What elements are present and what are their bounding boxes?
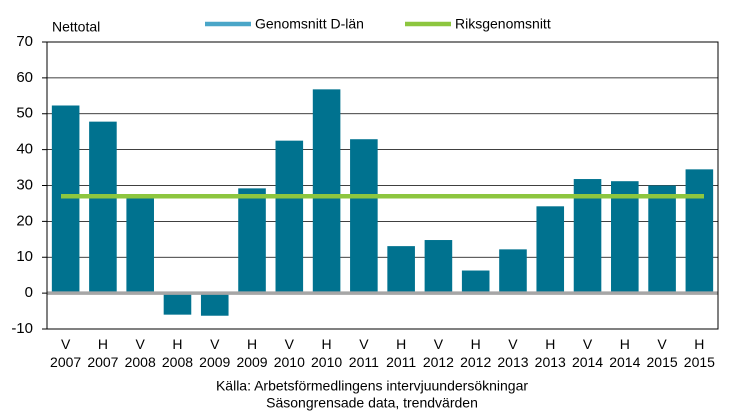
source-note: Källa: Arbetsförmedlingens intervjuunder… — [216, 378, 528, 394]
y-tick-label: 50 — [16, 105, 33, 122]
x-tick-label-line: H — [694, 336, 704, 352]
x-tick-label-line: H — [471, 336, 481, 352]
x-tick-label: V 2011 — [349, 336, 379, 370]
x-tick-label-line: 2010 — [274, 354, 305, 370]
x-tick-label: V 2007 — [50, 336, 81, 370]
y-tick-label: 10 — [16, 248, 33, 265]
bar — [685, 169, 714, 294]
y-axis-label: Nettotal — [52, 19, 100, 35]
x-tick-label-line: H — [620, 336, 630, 352]
x-tick-label-line: H — [247, 336, 257, 352]
bar — [611, 181, 639, 294]
bar — [163, 293, 192, 315]
x-tick-label-line: 2015 — [647, 354, 678, 370]
y-tick-label: 0 — [25, 284, 33, 301]
bar — [387, 246, 415, 294]
legend-label: Riksgenomsnitt — [455, 16, 551, 32]
bar — [536, 206, 565, 294]
x-tick-label: H 2014 — [609, 336, 640, 370]
x-tick-label-line: V — [210, 336, 220, 352]
bar — [648, 185, 676, 294]
y-tick-label: 30 — [16, 176, 33, 193]
x-tick-label-line: 2007 — [87, 354, 118, 370]
bar — [89, 121, 117, 294]
x-tick-label-line: 2011 — [386, 354, 416, 370]
bar — [461, 270, 490, 294]
x-tick-label-line: V — [136, 336, 146, 352]
x-tick-label-line: V — [657, 336, 667, 352]
bar — [126, 196, 154, 294]
bar — [238, 188, 266, 294]
x-tick-label: H 2013 — [535, 336, 566, 370]
x-tick-label: H 2011 — [386, 336, 416, 370]
y-tick-label: 20 — [16, 212, 33, 229]
x-tick-label-line: 2008 — [162, 354, 193, 370]
x-tick-label-line: H — [322, 336, 332, 352]
y-tick-label: 60 — [16, 69, 33, 86]
x-tick-label: V 2008 — [125, 336, 156, 370]
x-tick-label: V 2009 — [199, 336, 230, 370]
x-tick-label-line: 2010 — [311, 354, 342, 370]
x-tick-label-line: H — [98, 336, 108, 352]
y-tick-label: 70 — [16, 33, 33, 50]
x-tick-label-line: H — [172, 336, 182, 352]
x-tick-label: H 2012 — [460, 336, 491, 370]
x-tick-label-line: V — [434, 336, 444, 352]
x-tick-label-line: V — [508, 336, 518, 352]
x-tick-label: V 2010 — [274, 336, 305, 370]
x-tick-label-line: 2008 — [125, 354, 156, 370]
x-tick-label-line: 2012 — [460, 354, 491, 370]
x-tick-label-line: 2013 — [497, 354, 528, 370]
x-tick-label: V 2015 — [647, 336, 678, 370]
x-tick-label: H 2009 — [236, 336, 267, 370]
y-tick-label: -10 — [11, 320, 33, 337]
x-tick-label-line: 2014 — [572, 354, 603, 370]
bar — [200, 293, 229, 316]
bar — [499, 249, 527, 294]
bar — [424, 240, 453, 294]
x-tick-label-line: 2009 — [236, 354, 267, 370]
x-tick-label: H 2015 — [684, 336, 715, 370]
x-tick-label: V 2013 — [497, 336, 528, 370]
legend-label: Genomsnitt D-län — [255, 16, 364, 32]
x-tick-label-line: V — [61, 336, 71, 352]
x-tick-label-line: H — [396, 336, 406, 352]
x-tick-label-line: 2011 — [349, 354, 379, 370]
x-tick-label: H 2008 — [162, 336, 193, 370]
x-tick-label-line: V — [285, 336, 295, 352]
x-tick-label: H 2010 — [311, 336, 342, 370]
bar — [51, 105, 80, 294]
x-tick-label-line: V — [583, 336, 593, 352]
plot-border — [46, 41, 719, 330]
x-tick-label: H 2007 — [87, 336, 118, 370]
x-tick-label-line: 2013 — [535, 354, 566, 370]
bar — [350, 139, 378, 294]
x-tick-label-line: 2014 — [609, 354, 640, 370]
x-tick-label-line: H — [545, 336, 555, 352]
x-tick-label: V 2014 — [572, 336, 603, 370]
bar — [275, 140, 304, 294]
x-tick-label: V 2012 — [423, 336, 454, 370]
x-tick-label-line: 2012 — [423, 354, 454, 370]
bar — [312, 89, 341, 294]
x-tick-label-line: 2009 — [199, 354, 230, 370]
x-tick-label-line: 2015 — [684, 354, 715, 370]
y-tick-label: 40 — [16, 141, 33, 158]
x-tick-label-line: 2007 — [50, 354, 81, 370]
x-tick-label-line: V — [359, 336, 369, 352]
source-note: Säsongrensade data, trendvärden — [266, 395, 478, 411]
